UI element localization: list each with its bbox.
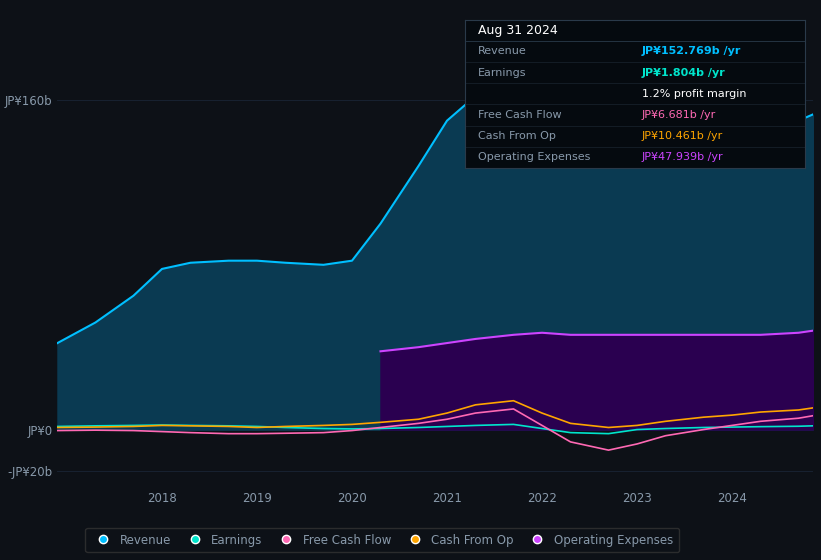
Text: Free Cash Flow: Free Cash Flow [479,110,562,120]
Text: Cash From Op: Cash From Op [479,131,556,141]
Text: 1.2% profit margin: 1.2% profit margin [642,89,746,99]
Text: Operating Expenses: Operating Expenses [479,152,590,162]
Text: Revenue: Revenue [479,46,527,57]
Text: JP¥6.681b /yr: JP¥6.681b /yr [642,110,716,120]
Text: JP¥47.939b /yr: JP¥47.939b /yr [642,152,723,162]
Text: Aug 31 2024: Aug 31 2024 [479,24,558,37]
Legend: Revenue, Earnings, Free Cash Flow, Cash From Op, Operating Expenses: Revenue, Earnings, Free Cash Flow, Cash … [85,528,679,553]
Text: JP¥10.461b /yr: JP¥10.461b /yr [642,131,723,141]
Text: JP¥152.769b /yr: JP¥152.769b /yr [642,46,741,57]
Text: JP¥1.804b /yr: JP¥1.804b /yr [642,68,726,78]
Text: Earnings: Earnings [479,68,527,78]
